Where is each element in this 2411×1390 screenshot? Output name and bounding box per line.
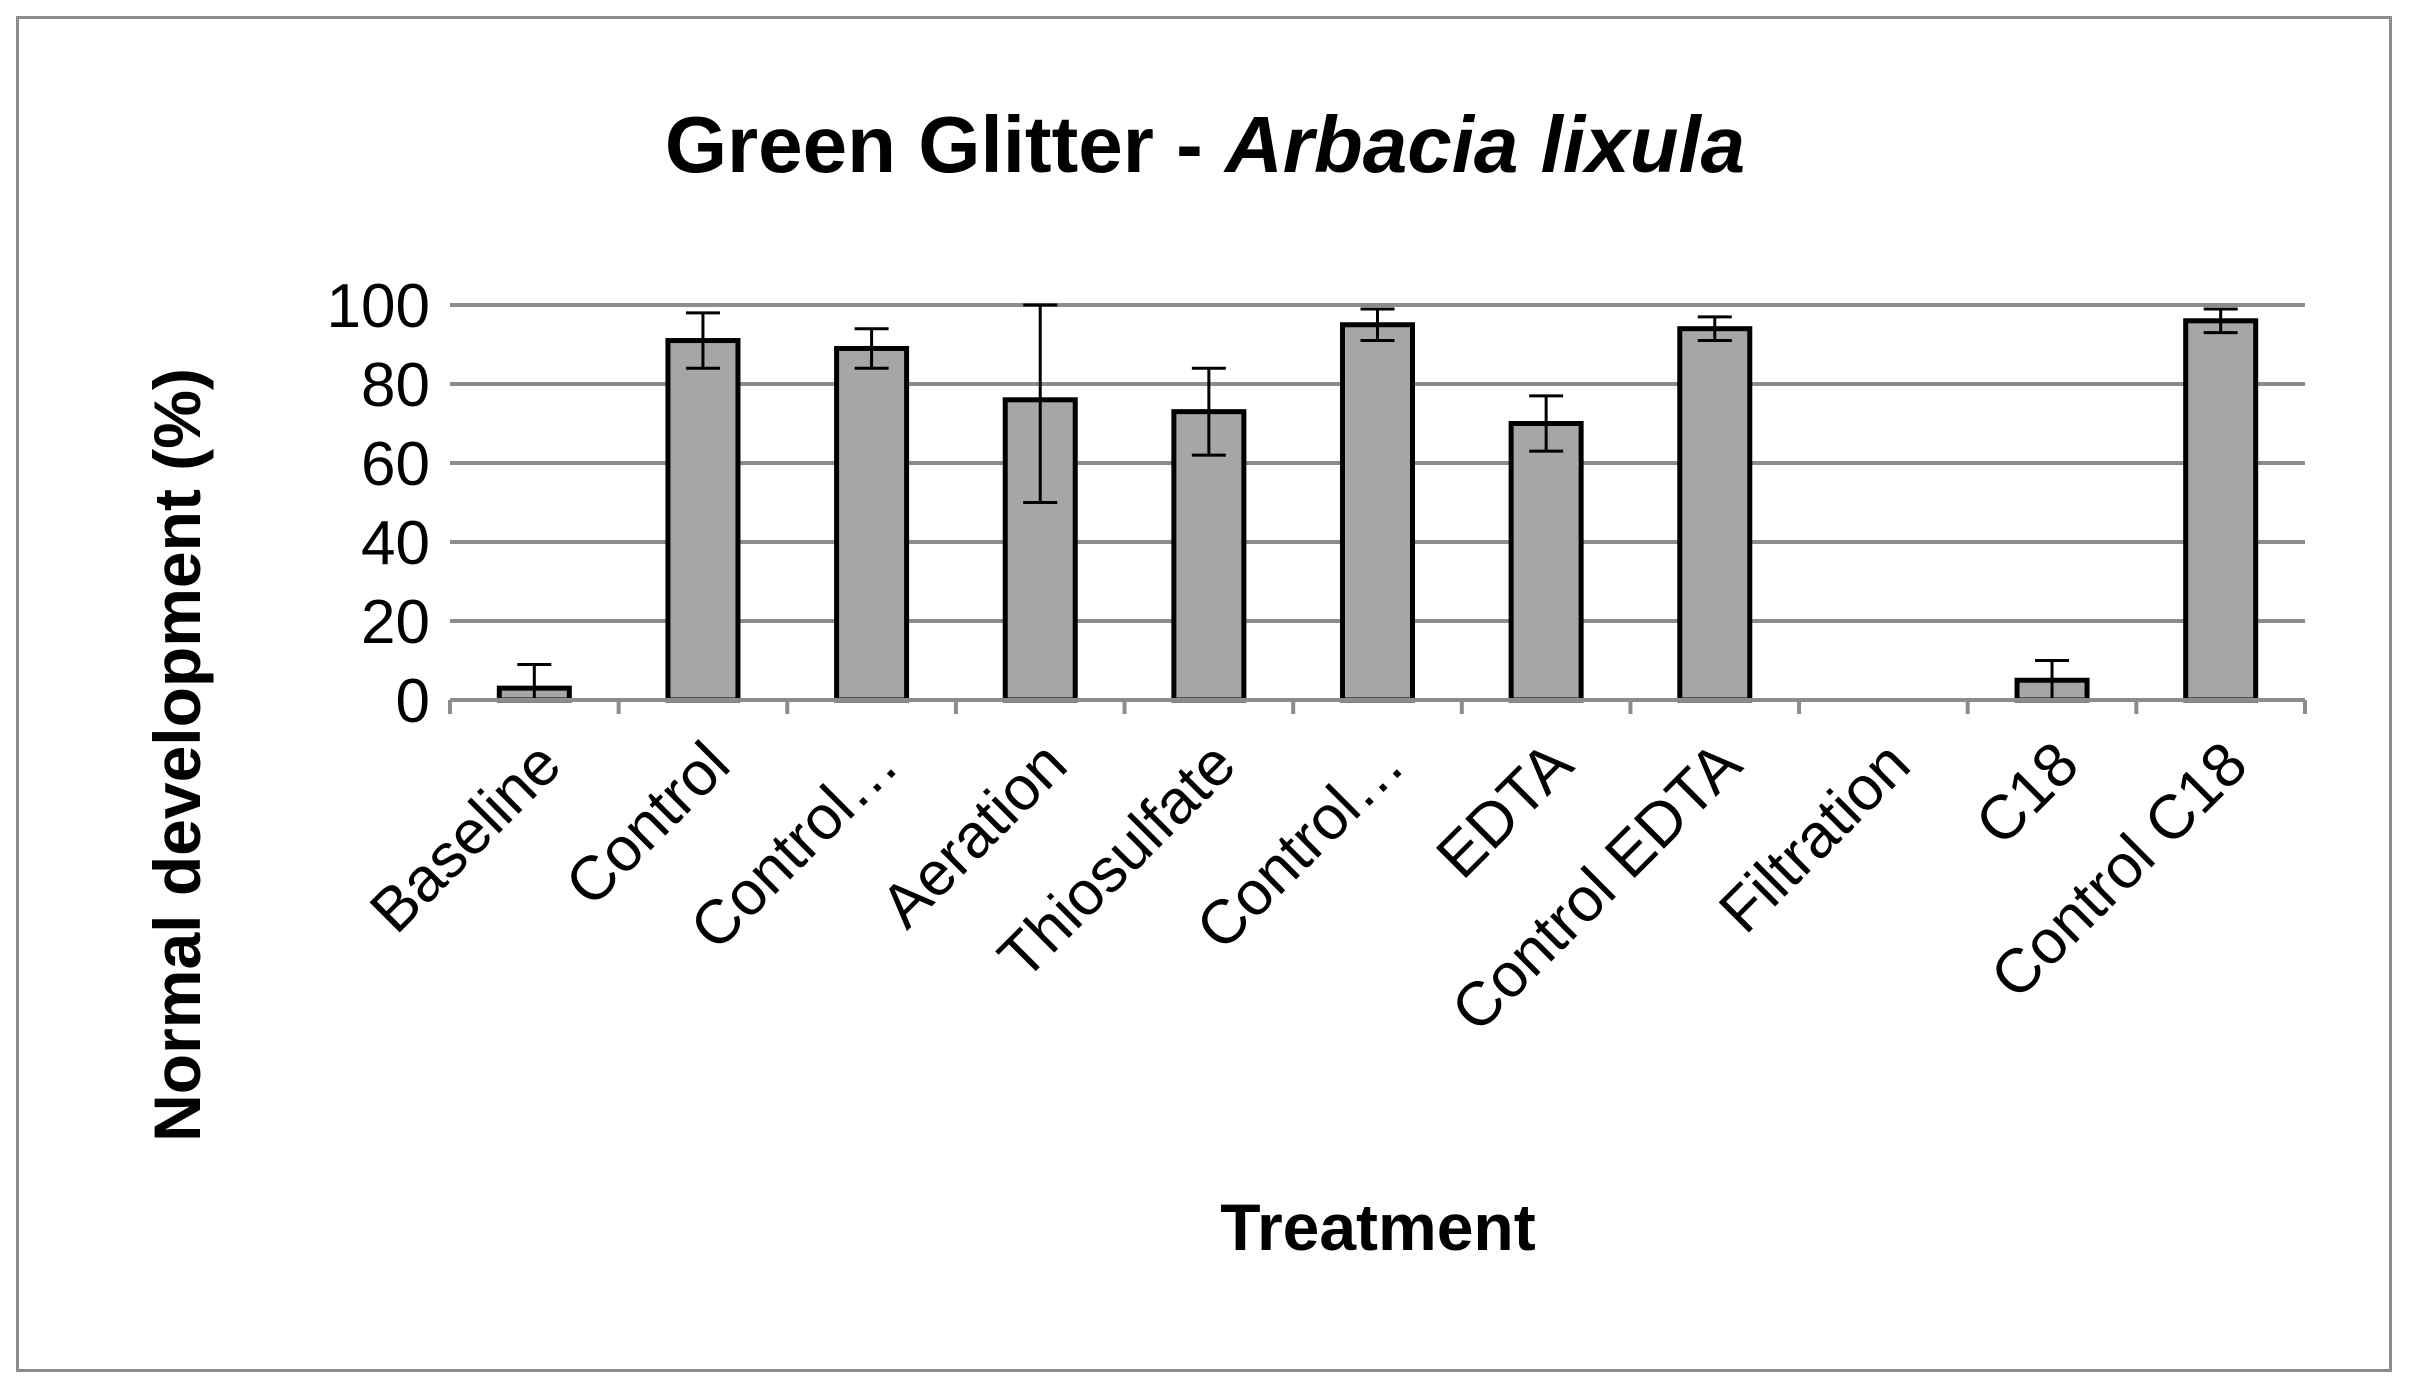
y-tick-label: 100 bbox=[327, 272, 430, 341]
x-category-label: Filtration bbox=[1706, 729, 1923, 946]
bar bbox=[2183, 318, 2259, 703]
y-tick-label: 0 bbox=[396, 667, 430, 736]
bar bbox=[1340, 322, 1415, 703]
bar bbox=[1171, 409, 1247, 703]
bars bbox=[496, 318, 2259, 703]
y-tick-label: 60 bbox=[361, 430, 430, 499]
error-bar bbox=[1697, 315, 1732, 343]
chart-title-species: Arbacia lixula bbox=[1223, 100, 1745, 189]
y-tick-labels: 0 20 40 60 80 100 bbox=[327, 272, 430, 736]
y-tick-label: 40 bbox=[361, 509, 430, 578]
bar bbox=[1508, 421, 1584, 703]
error-bar bbox=[1023, 303, 1058, 504]
bar bbox=[665, 338, 741, 703]
error-bar bbox=[2203, 307, 2238, 335]
x-category-label: C18 bbox=[1963, 729, 2092, 858]
chart-title: Green Glitter - Arbacia lixula bbox=[665, 100, 1745, 189]
y-axis-title: Normal development (%) bbox=[140, 368, 214, 1142]
axes bbox=[448, 698, 2307, 714]
error-bar bbox=[1529, 394, 1564, 453]
error-bar bbox=[1360, 307, 1395, 343]
x-category-label: EDTA bbox=[1424, 729, 1587, 892]
y-tick-label: 20 bbox=[361, 588, 430, 657]
error-bar bbox=[685, 311, 720, 370]
chart-title-main: Green Glitter - bbox=[665, 100, 1225, 189]
error-bars bbox=[517, 303, 2238, 702]
x-category-label: Control EDTA bbox=[1439, 729, 1755, 1045]
x-category-labels: BaselineControlControl…AerationThiosulfa… bbox=[357, 729, 2260, 1045]
bar bbox=[1677, 326, 1753, 703]
bar bbox=[834, 345, 910, 703]
y-tick-label: 80 bbox=[361, 351, 430, 420]
error-bar bbox=[854, 327, 889, 370]
x-category-label: Baseline bbox=[357, 729, 574, 946]
x-axis-title: Treatment bbox=[1220, 1190, 1535, 1264]
error-bar bbox=[1191, 366, 1226, 457]
